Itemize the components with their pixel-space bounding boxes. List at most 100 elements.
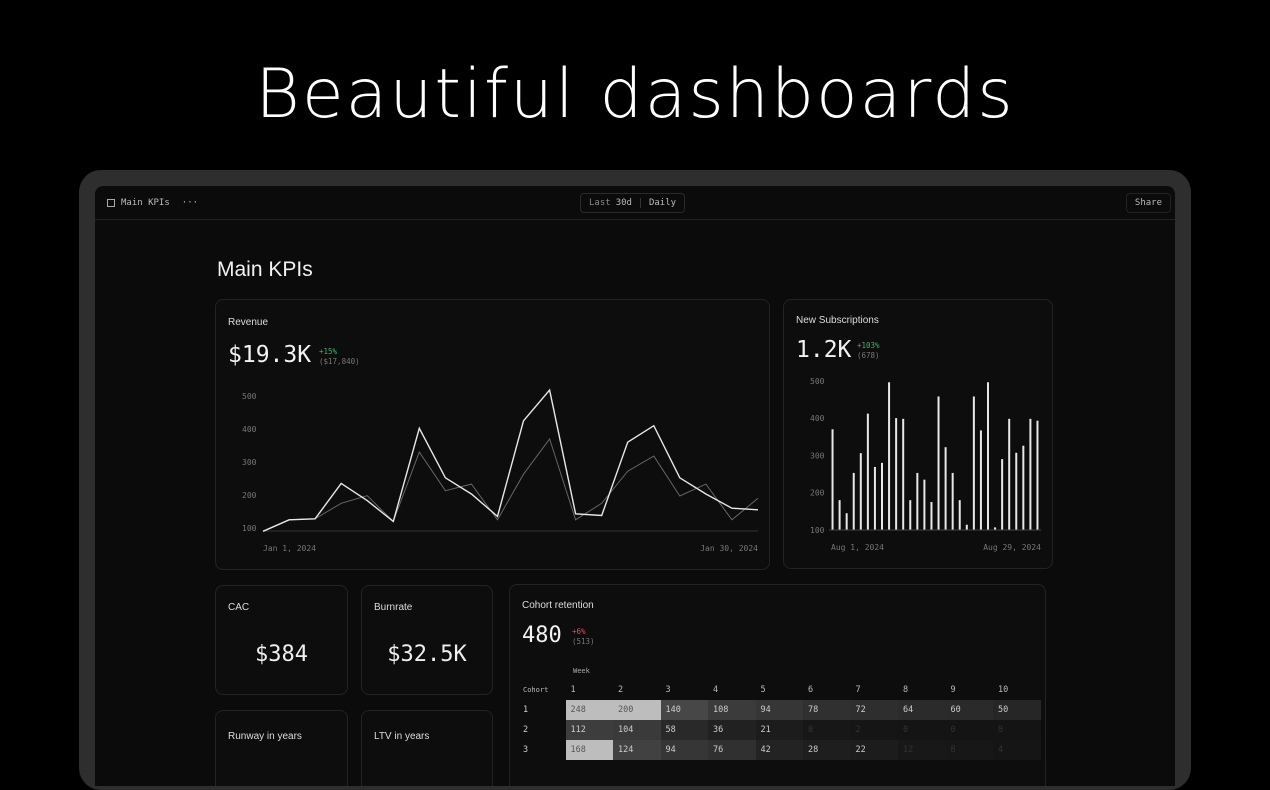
cohort-row: 3 168 124 94 76 42 28 22 12 8 4	[518, 740, 1041, 760]
burnrate-title: Burnrate	[374, 602, 413, 613]
cohort-label: 3	[523, 745, 529, 755]
y-tick-label: 100	[810, 526, 825, 535]
week-header-7: 7	[855, 685, 861, 695]
week-header-5: 5	[760, 685, 766, 695]
week-header-10: 10	[998, 685, 1009, 695]
bar	[866, 413, 869, 530]
burnrate-value: $32.5K	[387, 642, 467, 667]
ltv-card: LTV in years	[361, 710, 493, 786]
granularity-select[interactable]: Daily	[648, 198, 677, 208]
y-tick-label: 200	[242, 491, 257, 500]
bar	[1015, 452, 1018, 530]
bar	[937, 396, 940, 530]
bar	[916, 472, 919, 530]
week-header: Week	[573, 667, 590, 675]
y-tick-label: 100	[242, 524, 257, 533]
dashboard-icon	[107, 199, 115, 207]
bar	[852, 472, 855, 530]
cac-title: CAC	[228, 602, 250, 613]
cohort-cell: 2	[850, 720, 898, 740]
cohort-cell: 72	[850, 700, 898, 720]
cohort-cell: 8	[945, 740, 993, 760]
cohort-cell: 94	[660, 740, 708, 760]
cac-value: $384	[255, 642, 308, 667]
more-menu-button[interactable]: ···	[181, 198, 199, 208]
bar	[1029, 418, 1032, 530]
bar	[930, 502, 933, 530]
cohort-cell: 64	[898, 700, 946, 720]
cohort-cell: 4	[993, 740, 1041, 760]
bar	[845, 513, 848, 530]
week-header-4: 4	[713, 685, 719, 695]
x-tick-label: Aug 1, 2024	[831, 543, 884, 552]
week-header-3: 3	[665, 685, 671, 695]
bar	[1036, 420, 1039, 530]
cohort-cell: 21	[755, 720, 803, 740]
revenue-title: Revenue	[228, 317, 269, 328]
bar	[859, 453, 862, 530]
bar	[881, 462, 883, 530]
subscriptions-delta: +103%	[857, 341, 880, 350]
bar	[994, 527, 997, 530]
x-tick-label: Jan 30, 2024	[700, 544, 758, 553]
cohort-column-header: Cohort	[523, 686, 549, 694]
cohort-cell: 248	[565, 700, 613, 720]
runway-card: Runway in years	[215, 710, 348, 786]
revenue-delta: +15%	[319, 347, 338, 356]
cohort-cell: 112	[565, 720, 613, 740]
burnrate-card: Burnrate $32.5K	[361, 585, 493, 695]
share-button[interactable]: Share	[1125, 193, 1171, 213]
revenue-previous: ($17,840)	[319, 357, 360, 366]
range-value[interactable]: 30d	[615, 198, 632, 208]
cohort-previous: (513)	[572, 637, 595, 646]
bar	[1001, 459, 1004, 530]
divider	[639, 198, 641, 208]
cohort-cell: 104	[613, 720, 661, 740]
bar	[1022, 445, 1025, 530]
dashboard-screen: Main KPIs ··· Last 30d Daily Share Main …	[95, 186, 1175, 786]
bar	[1008, 418, 1011, 530]
cohort-label: 2	[523, 725, 529, 735]
cohort-cell: 0	[993, 720, 1041, 740]
cohort-cell: 28	[803, 740, 851, 760]
cohort-cell: 94	[755, 700, 803, 720]
bar	[972, 396, 975, 530]
cohort-cell: 12	[898, 740, 946, 760]
y-tick-label: 500	[242, 392, 257, 401]
cohort-row: 1 248 200 140 108 94 78 72 64 60 50	[518, 700, 1041, 720]
bar	[831, 429, 834, 530]
bar	[958, 500, 961, 530]
cohort-cell: 8	[803, 720, 851, 740]
top-bar: Main KPIs ··· Last 30d Daily Share	[95, 186, 1175, 220]
bar	[944, 447, 947, 530]
bar	[979, 430, 982, 530]
y-tick-label: 300	[242, 458, 257, 467]
bar	[987, 382, 989, 530]
week-header-8: 8	[903, 685, 909, 695]
subscriptions-bar-chart: 100 200 300 400 500 Aug 1, 2024 Aug 29, 2024	[810, 377, 1041, 552]
cohort-cell: 42	[755, 740, 803, 760]
cac-card: CAC $384	[215, 585, 348, 695]
cohort-cell: 0	[898, 720, 946, 740]
y-tick-label: 400	[242, 425, 257, 434]
page-title: Main KPIs	[217, 258, 313, 281]
revenue-line-chart: 100 200 300 400 500 Jan 1, 2024 Jan 30, 2024	[242, 388, 759, 553]
cohort-cell: 108	[708, 700, 756, 720]
x-tick-label: Aug 29, 2024	[983, 543, 1041, 552]
y-tick-label: 200	[810, 489, 825, 498]
y-tick-label: 400	[810, 414, 825, 423]
cohort-cell: 78	[803, 700, 851, 720]
y-tick-label: 300	[810, 451, 825, 460]
subscriptions-title: New Subscriptions	[796, 315, 879, 326]
runway-title: Runway in years	[228, 731, 302, 742]
bar	[895, 418, 898, 530]
dashboard-name[interactable]: Main KPIs	[121, 198, 170, 208]
subscriptions-previous: (678)	[857, 351, 880, 360]
week-header-9: 9	[950, 685, 956, 695]
cohort-cell: 50	[993, 700, 1041, 720]
subscriptions-value: 1.2K	[796, 337, 852, 363]
date-range-selector[interactable]: Last 30d Daily	[580, 193, 686, 213]
cohort-cell: 76	[708, 740, 756, 760]
week-header-6: 6	[808, 685, 814, 695]
cohort-value: 480	[522, 623, 562, 648]
